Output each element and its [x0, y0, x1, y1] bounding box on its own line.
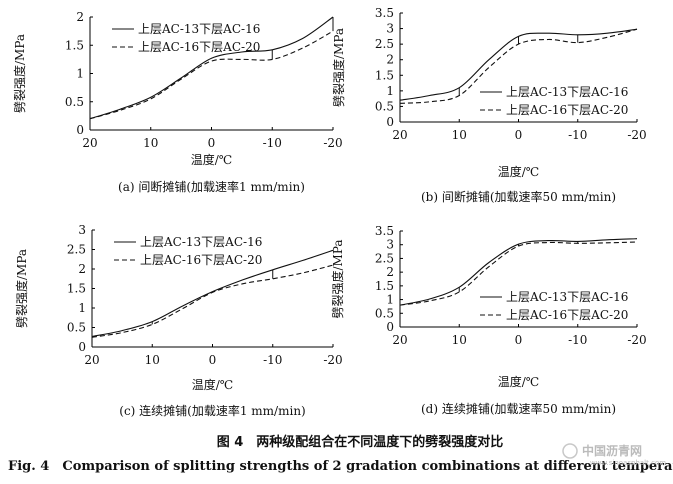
chart-caption: (d) 连续摊铺(加载速率50 mm/min) [421, 401, 616, 416]
x-tick-label: -20 [323, 136, 342, 150]
x-tick-label: 0 [515, 128, 523, 142]
y-tick-label: 3 [386, 22, 394, 36]
y-tick-label: 0.5 [65, 95, 84, 109]
y-tick-label: 2 [386, 53, 394, 67]
x-axis-label: 温度/℃ [192, 377, 233, 392]
chart-c: 0 0.5 1 1.5 2 2.5 3 20 10 0 -10 -20 劈裂强度/MPa 温度/℃ (c) … [14, 223, 343, 418]
legend-label-1: 上层AC-13下层AC-16 [140, 235, 262, 249]
y-tick-label: 1 [386, 84, 394, 98]
legend-label-1: 上层AC-13下层AC-16 [138, 22, 260, 36]
watermark-brand: 中国沥青网 [582, 443, 642, 458]
watermark-logo-icon [562, 443, 578, 459]
x-tick-label: 0 [208, 136, 216, 150]
series-line-2 [399, 241, 638, 306]
y-tick-label: 0 [386, 115, 394, 129]
y-tick-label: 1 [76, 67, 84, 81]
y-tick-label: 2.5 [375, 37, 394, 51]
chart-caption: (a) 间断摊铺(加载速率1 mm/min) [118, 179, 305, 194]
x-tick-label: -20 [627, 333, 646, 347]
y-tick-label: 0.5 [375, 99, 394, 113]
legend-label-2: 上层AC-16下层AC-20 [138, 40, 260, 54]
x-tick-label: -10 [263, 353, 282, 367]
y-tick-label: 3 [386, 238, 394, 252]
y-tick-label: 2.5 [67, 243, 86, 257]
y-axis-label: 劈裂强度/MPa [330, 239, 345, 318]
x-tick-label: 10 [145, 353, 160, 367]
y-axis-label: 劈裂强度/MPa [331, 28, 346, 107]
y-tick-label: 2 [78, 262, 86, 276]
y-tick-label: 1 [78, 301, 86, 315]
legend-label-2: 上层AC-16下层AC-20 [506, 308, 628, 322]
x-tick-label: 20 [392, 128, 407, 142]
series-line-2 [91, 264, 334, 338]
series-line-1 [91, 249, 334, 338]
y-tick-label: 1.5 [375, 68, 394, 82]
y-tick-label: 3.5 [375, 6, 394, 20]
watermark-url: www.sinoasphalt.com [590, 459, 666, 467]
y-tick-label: 1.5 [375, 279, 394, 293]
x-tick-label: 0 [515, 333, 523, 347]
x-axis-label: 温度/℃ [498, 164, 539, 179]
y-tick-label: 0.5 [67, 321, 86, 335]
x-tick-label: -10 [568, 128, 587, 142]
legend-label-2: 上层AC-16下层AC-20 [140, 253, 262, 267]
y-axis-label: 劈裂强度/MPa [14, 249, 29, 328]
x-tick-label: -20 [323, 353, 342, 367]
legend-label-1: 上层AC-13下层AC-16 [506, 290, 628, 304]
figure-title-en: Fig. 4 Comparison of splitting strengths… [8, 459, 673, 474]
legend-label-1: 上层AC-13下层AC-16 [506, 85, 628, 99]
x-tick-label: -10 [263, 136, 282, 150]
legend-label-2: 上层AC-16下层AC-20 [506, 103, 628, 117]
x-tick-label: 20 [84, 353, 99, 367]
x-tick-label: -10 [568, 333, 587, 347]
figure-title-cn: 图 4 两种级配组合在不同温度下的劈裂强度对比 [217, 434, 504, 450]
chart-a: 0 0.5 1 1.5 2 20 10 0 -10 -20 劈裂强度/MPa 温度/℃ (a) 间断摊铺… [12, 10, 343, 194]
x-tick-label: 0 [209, 353, 217, 367]
y-tick-label: 1.5 [67, 282, 86, 296]
series-line-1 [89, 16, 334, 120]
series-line-2 [89, 30, 334, 120]
x-axis-label: 温度/℃ [191, 152, 232, 167]
y-tick-label: 1 [386, 293, 394, 307]
chart-b: 0 0.51 1.52 2.53 3.5 20 10 0 -10 -20 劈裂强度/MPa 温度/℃ (… [331, 6, 647, 204]
y-tick-label: 0 [76, 123, 84, 137]
chart-caption: (b) 间断摊铺(加载速率50 mm/min) [421, 189, 616, 204]
x-tick-label: 10 [143, 136, 158, 150]
y-tick-label: 2 [76, 10, 84, 24]
chart-d: 00.511.522.533.520 10 0 -10 -20劈裂强度/MPa温度/℃(… [330, 224, 647, 416]
x-tick-label: 10 [452, 333, 467, 347]
y-tick-label: 3.5 [375, 224, 394, 238]
x-tick-label: -20 [627, 128, 646, 142]
y-tick-label: 3 [78, 223, 86, 237]
chart-caption: (c) 连续摊铺(加载速率1 mm/min) [119, 403, 305, 418]
x-tick-label: 20 [82, 136, 97, 150]
y-tick-label: 2 [386, 265, 394, 279]
y-tick-label: 0 [386, 320, 394, 334]
y-tick-label: 1.5 [65, 38, 84, 52]
y-tick-label: 0 [78, 340, 86, 354]
y-tick-label: 0.5 [375, 306, 394, 320]
x-axis-label: 温度/℃ [498, 374, 539, 389]
watermark: 中国沥青网 www.sinoasphalt.com [562, 443, 666, 467]
y-tick-label: 2.5 [375, 251, 394, 265]
x-tick-label: 20 [392, 333, 407, 347]
x-tick-label: 10 [452, 128, 467, 142]
y-axis-label: 劈裂强度/MPa [12, 34, 27, 113]
